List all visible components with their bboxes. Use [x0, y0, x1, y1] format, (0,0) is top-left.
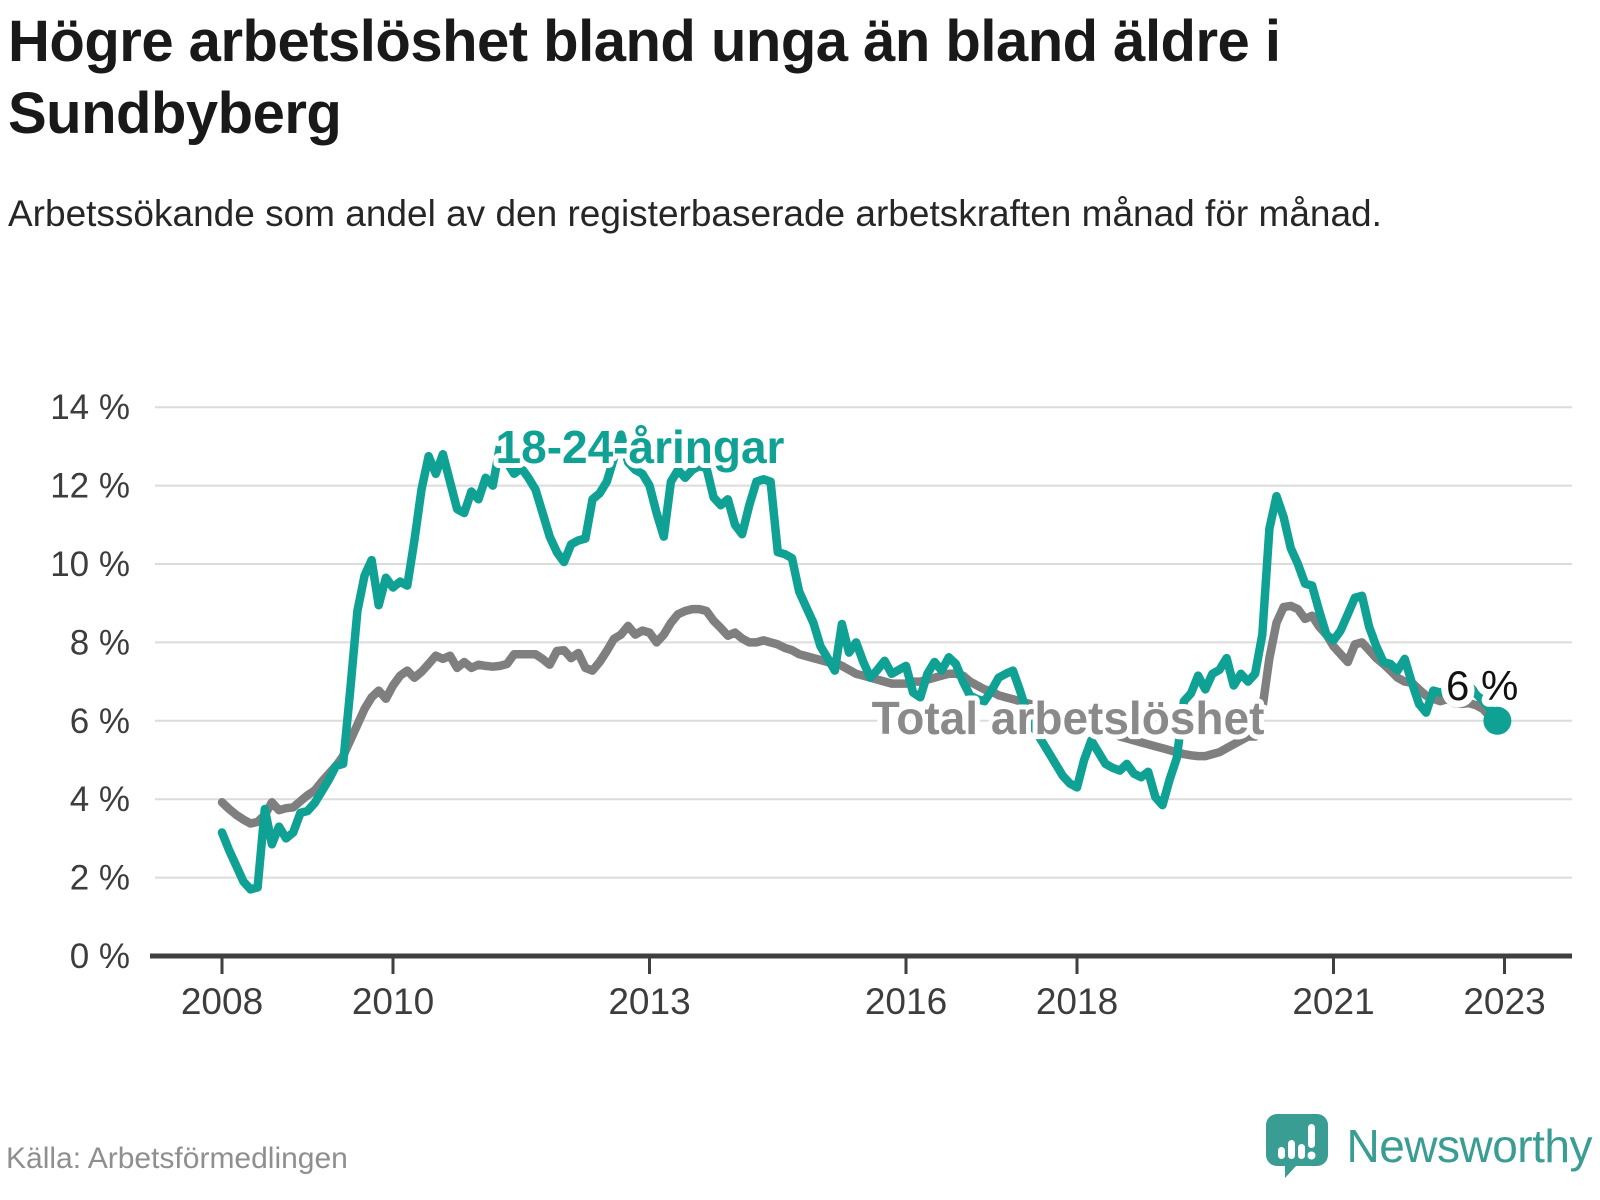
y-tick-label-12: 12 % — [50, 467, 130, 506]
x-axis — [150, 953, 1572, 974]
x-tick-label-2021: 2021 — [1292, 981, 1374, 1022]
y-tick-label-2: 2 % — [70, 859, 130, 898]
series-line-youth — [217, 430, 1502, 894]
y-axis-labels: 0 % 2 % 4 % 6 % 8 % 10 % 12 % 14 % — [50, 388, 130, 976]
y-tick-label-4: 4 % — [70, 780, 130, 819]
x-tick-label-2016: 2016 — [865, 981, 947, 1022]
y-tick-label-6: 6 % — [70, 702, 130, 741]
x-tick-label-2018: 2018 — [1036, 981, 1118, 1022]
newsworthy-logo-icon — [1266, 1114, 1329, 1178]
newsworthy-brand: Newsworthy — [1264, 1112, 1592, 1180]
x-tick-label-2008: 2008 — [181, 981, 263, 1022]
end-value-label: 6 % — [1446, 662, 1518, 709]
y-tick-label-14: 14 % — [50, 388, 130, 427]
x-tick-label-2013: 2013 — [608, 981, 690, 1022]
page-subtitle: Arbetssökande som andel av den registerb… — [8, 193, 1382, 234]
newsworthy-wordmark: Newsworthy — [1346, 1120, 1592, 1172]
series-lines — [217, 430, 1502, 894]
y-tick-label-0: 0 % — [70, 937, 130, 976]
source-note: Källa: Arbetsförmedlingen — [6, 1142, 348, 1175]
x-axis-labels: 2008 2010 2013 2016 2018 2021 2023 — [181, 981, 1546, 1022]
y-tick-label-8: 8 % — [70, 623, 130, 662]
series-label-total: Total arbetslöshet — [872, 692, 1265, 744]
y-tick-label-10: 10 % — [50, 545, 130, 584]
x-tick-label-2010: 2010 — [352, 981, 434, 1022]
series-label-youth: 18-24-åringar — [496, 421, 785, 473]
series-end-dot — [1483, 706, 1512, 735]
page-title: Högre arbetslöshet bland unga än bland ä… — [8, 9, 1281, 146]
series-annotations: Total arbetslöshet 18-24-åringar 6 % — [491, 416, 1526, 749]
series-line-total — [217, 601, 1495, 828]
x-tick-label-2023: 2023 — [1463, 981, 1545, 1022]
